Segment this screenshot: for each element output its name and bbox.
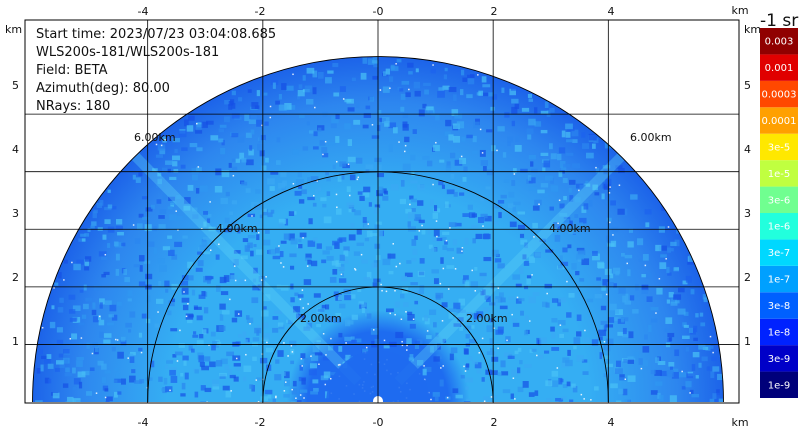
colorbar-segment bbox=[760, 107, 798, 134]
beta-speckle bbox=[35, 57, 724, 403]
scan-info: Start time: 2023/07/23 03:04:08.685 WLS2… bbox=[36, 26, 276, 116]
y-tick-left-5: 5 bbox=[12, 79, 19, 92]
y-unit-right: km bbox=[744, 23, 761, 36]
instrument-text: WLS200s-181/WLS200s-181 bbox=[36, 45, 220, 60]
ring-label-2-left: 2.00km bbox=[300, 312, 342, 325]
range-ring-2km bbox=[262, 286, 494, 403]
y-tick-right-1: 1 bbox=[744, 335, 751, 348]
colorbar-segment bbox=[760, 160, 798, 187]
colorbar-segment bbox=[760, 239, 798, 266]
colorbar-label: 3e-9 bbox=[768, 354, 791, 365]
colorbar-label: 0.0001 bbox=[762, 116, 797, 127]
ring-label-2-right: 2.00km bbox=[466, 312, 508, 325]
colorbar-title: -1 sr bbox=[760, 11, 798, 31]
x-unit-top: km bbox=[731, 4, 748, 17]
ring-label-6-right: 6.00km bbox=[630, 131, 672, 144]
colorbar-segment bbox=[760, 292, 798, 319]
x-tick-bottom-5: 4 bbox=[608, 416, 615, 429]
colorbar-label: 1e-7 bbox=[768, 275, 791, 286]
start-time-text: Start time: 2023/07/23 03:04:08.685 bbox=[36, 27, 277, 42]
colorbar-segment bbox=[760, 133, 798, 161]
x-tick-bottom-2: -2 bbox=[255, 416, 266, 429]
y-tick-right-5: 5 bbox=[744, 79, 751, 92]
colorbar-label: 0.0003 bbox=[762, 90, 797, 101]
colorbar-segment bbox=[760, 318, 798, 346]
colorbar-segment bbox=[760, 54, 798, 81]
range-rings bbox=[32, 56, 724, 403]
colorbar-label: 0.003 bbox=[765, 37, 794, 48]
x-tick-top-5: 4 bbox=[608, 5, 615, 18]
range-ring-6km bbox=[32, 56, 724, 403]
colorbar-label: 3e-5 bbox=[768, 142, 791, 153]
colorbar-segment bbox=[760, 213, 798, 240]
colorbar-label: 3e-8 bbox=[768, 301, 791, 312]
colorbar-segment bbox=[760, 28, 798, 55]
x-tick-top-3: -0 bbox=[373, 5, 384, 18]
x-unit-bottom: km bbox=[731, 416, 748, 429]
y-tick-right-3: 3 bbox=[744, 207, 751, 220]
colorbar-segment bbox=[760, 371, 798, 398]
y-tick-right-4: 4 bbox=[744, 143, 751, 156]
x-tick-top-1: -4 bbox=[138, 5, 149, 18]
colorbar-label: 1e-8 bbox=[768, 327, 791, 338]
azimuth-text: Azimuth(deg): 80.00 bbox=[36, 81, 170, 96]
colorbar-label: 1e-6 bbox=[768, 222, 791, 233]
x-tick-top-4: 2 bbox=[491, 5, 498, 18]
colorbar-label: 1e-9 bbox=[768, 380, 791, 391]
colorbar-segment bbox=[760, 265, 798, 293]
y-tick-left-3: 3 bbox=[12, 207, 19, 220]
colorbar-segment bbox=[760, 80, 798, 108]
y-unit-left: km bbox=[5, 23, 22, 36]
x-tick-top-2: -2 bbox=[255, 5, 266, 18]
nrays-text: NRays: 180 bbox=[36, 99, 111, 114]
colorbar-label: 0.001 bbox=[765, 63, 794, 74]
x-tick-bottom-4: 2 bbox=[491, 416, 498, 429]
plot-frame bbox=[24, 19, 740, 404]
x-tick-bottom-3: -0 bbox=[373, 416, 384, 429]
ring-label-6-left: 6.00km bbox=[134, 131, 176, 144]
ring-label-4-left: 4.00km bbox=[216, 222, 258, 235]
colorbar-label: 3e-7 bbox=[768, 248, 791, 259]
x-tick-bottom-1: -4 bbox=[138, 416, 149, 429]
colorbar-label: 1e-5 bbox=[768, 169, 791, 180]
colorbar-segment bbox=[760, 186, 798, 213]
y-tick-left-4: 4 bbox=[12, 143, 19, 156]
colorbar-segment bbox=[760, 345, 798, 372]
y-tick-left-2: 2 bbox=[12, 271, 19, 284]
colorbar-label: 3e-6 bbox=[768, 195, 791, 206]
colorbar: 1e-9 3e-9 1e-8 3e-8 1e-7 3e-7 1e-6 3e-6 1e-5 3e-5… bbox=[760, 28, 798, 398]
range-ring-4km bbox=[147, 171, 609, 403]
y-tick-left-1: 1 bbox=[12, 335, 19, 348]
field-text: Field: BETA bbox=[36, 63, 108, 78]
ring-label-4-right: 4.00km bbox=[549, 222, 591, 235]
y-tick-right-2: 2 bbox=[744, 271, 751, 284]
